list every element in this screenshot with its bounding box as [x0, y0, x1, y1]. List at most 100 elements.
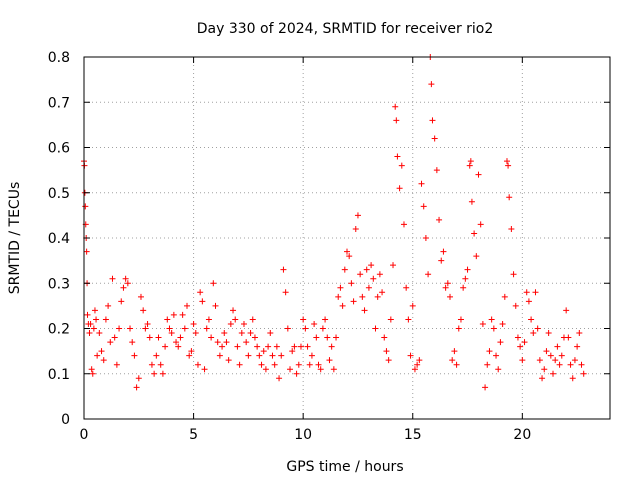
data-point — [245, 352, 252, 359]
data-point — [357, 271, 364, 278]
data-point — [151, 370, 158, 377]
data-point — [84, 311, 91, 318]
data-point — [127, 325, 134, 332]
data-point — [442, 284, 449, 291]
data-point — [315, 361, 322, 368]
chart-title: Day 330 of 2024, SRMTID for receiver rio… — [197, 21, 494, 37]
data-point — [519, 357, 526, 364]
data-point — [530, 330, 537, 337]
data-point — [444, 280, 451, 287]
data-point — [282, 289, 289, 296]
data-point — [543, 348, 550, 355]
y-tick-label: 0.2 — [48, 322, 70, 338]
x-tick-label: 5 — [189, 427, 198, 443]
data-point — [142, 325, 149, 332]
data-point — [254, 343, 261, 350]
data-point — [550, 370, 557, 377]
data-point — [124, 280, 131, 287]
data-point — [514, 334, 521, 341]
data-point — [129, 339, 136, 346]
data-point — [232, 316, 239, 323]
data-point — [376, 271, 383, 278]
data-point — [350, 298, 357, 305]
data-point — [91, 307, 98, 314]
data-point — [249, 316, 256, 323]
data-point — [159, 370, 166, 377]
y-tick-label: 0.4 — [48, 231, 70, 247]
data-point — [90, 325, 97, 332]
data-point — [300, 316, 307, 323]
data-point — [532, 289, 539, 296]
data-point — [140, 307, 147, 314]
data-point — [576, 330, 583, 337]
data-point — [269, 352, 276, 359]
data-point — [287, 366, 294, 373]
y-tick-label: 0.7 — [48, 95, 70, 111]
data-point — [197, 289, 204, 296]
data-point — [251, 334, 258, 341]
y-tick-label: 0.3 — [48, 276, 70, 292]
data-point — [216, 352, 223, 359]
data-point — [475, 171, 482, 178]
data-point — [436, 216, 443, 223]
data-point — [490, 325, 497, 332]
data-point — [273, 343, 280, 350]
data-point — [449, 357, 456, 364]
data-point — [335, 293, 342, 300]
data-point — [223, 339, 230, 346]
data-point — [393, 117, 400, 124]
data-point — [554, 343, 561, 350]
data-point — [291, 343, 298, 350]
data-point — [387, 316, 394, 323]
data-point — [499, 320, 506, 327]
data-point — [431, 135, 438, 142]
data-point — [385, 357, 392, 364]
data-point — [346, 253, 353, 260]
data-point — [177, 334, 184, 341]
data-point — [547, 352, 554, 359]
data-point — [407, 352, 414, 359]
data-point — [420, 203, 427, 210]
data-point — [227, 320, 234, 327]
data-point — [512, 302, 519, 309]
data-point — [162, 343, 169, 350]
data-point — [372, 325, 379, 332]
y-tick-label: 0.1 — [48, 367, 70, 383]
data-point — [571, 357, 578, 364]
data-point — [278, 352, 285, 359]
data-point — [267, 330, 274, 337]
data-point — [330, 366, 337, 373]
data-point — [418, 180, 425, 187]
data-point — [580, 370, 587, 377]
data-point — [175, 343, 182, 350]
data-point — [280, 266, 287, 273]
data-point — [212, 302, 219, 309]
data-point — [131, 352, 138, 359]
data-point — [247, 330, 254, 337]
data-point — [109, 275, 116, 282]
data-point — [256, 352, 263, 359]
data-point — [505, 162, 512, 169]
data-point — [190, 320, 197, 327]
data-point — [339, 302, 346, 309]
data-point — [486, 348, 493, 355]
data-point — [179, 311, 186, 318]
data-point — [170, 311, 177, 318]
grid-layer — [84, 57, 610, 419]
data-point — [258, 361, 265, 368]
data-point — [181, 325, 188, 332]
data-point — [155, 334, 162, 341]
data-point — [87, 320, 94, 327]
x-tick-label: 15 — [404, 427, 422, 443]
data-point — [479, 320, 486, 327]
data-point — [113, 361, 120, 368]
data-point — [438, 257, 445, 264]
data-point — [276, 375, 283, 382]
data-point — [536, 357, 543, 364]
data-point — [293, 370, 300, 377]
data-point — [411, 366, 418, 373]
data-point — [188, 348, 195, 355]
data-point — [135, 375, 142, 382]
data-point — [363, 266, 370, 273]
data-point — [451, 348, 458, 355]
